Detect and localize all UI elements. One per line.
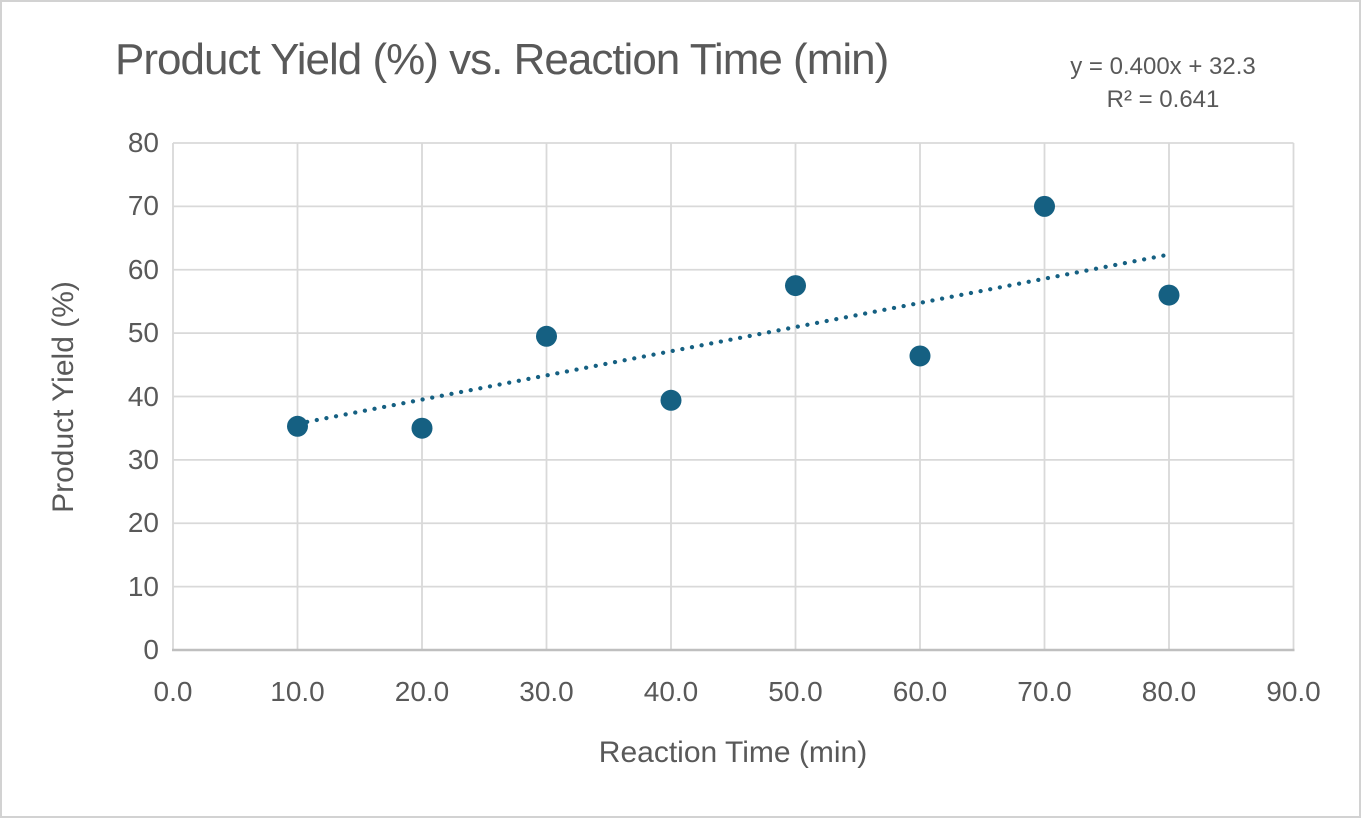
- data-point: [536, 325, 557, 347]
- data-point: [1034, 195, 1055, 217]
- data-point: [411, 417, 433, 439]
- trendline-equation: y = 0.400x + 32.3: [1070, 53, 1256, 80]
- x-tick-label: 60.0: [892, 676, 948, 707]
- data-point: [287, 415, 308, 437]
- x-tick-label: 30.0: [519, 676, 574, 707]
- chart-title: Product Yield (%) vs. Reaction Time (min…: [115, 35, 889, 84]
- x-tick-label: 90.0: [1266, 676, 1321, 707]
- data-point: [1158, 284, 1180, 306]
- x-axis-title: Reaction Time (min): [598, 736, 868, 769]
- x-tick-label: 40.0: [643, 676, 699, 707]
- trendline: [295, 252, 1172, 426]
- y-tick-label: 20: [127, 507, 159, 539]
- data-point: [660, 389, 682, 411]
- y-tick-label: 30: [127, 443, 159, 475]
- x-tick-label: 70.0: [1017, 676, 1072, 707]
- y-tick-label: 60: [127, 253, 159, 285]
- y-tick-label: 0: [143, 634, 159, 665]
- x-tick-label: 0.0: [153, 676, 193, 707]
- x-tick-label: 80.0: [1141, 676, 1197, 707]
- trendline-r-squared: R² = 0.641: [1106, 86, 1220, 113]
- x-tick-label: 20.0: [394, 676, 450, 707]
- y-tick-label: 10: [127, 570, 159, 602]
- y-tick-label: 70: [127, 190, 159, 222]
- x-tick-label: 50.0: [768, 676, 823, 707]
- data-point: [785, 275, 806, 297]
- y-tick-label: 80: [127, 127, 159, 158]
- y-tick-label: 40: [127, 380, 159, 412]
- y-tick-label: 50: [127, 317, 159, 349]
- data-point: [909, 345, 931, 367]
- trendline-label: y = 0.400x + 32.3 R² = 0.641: [1038, 50, 1288, 116]
- y-axis-title: Product Yield (%): [47, 281, 80, 513]
- x-tick-label: 10.0: [270, 676, 325, 707]
